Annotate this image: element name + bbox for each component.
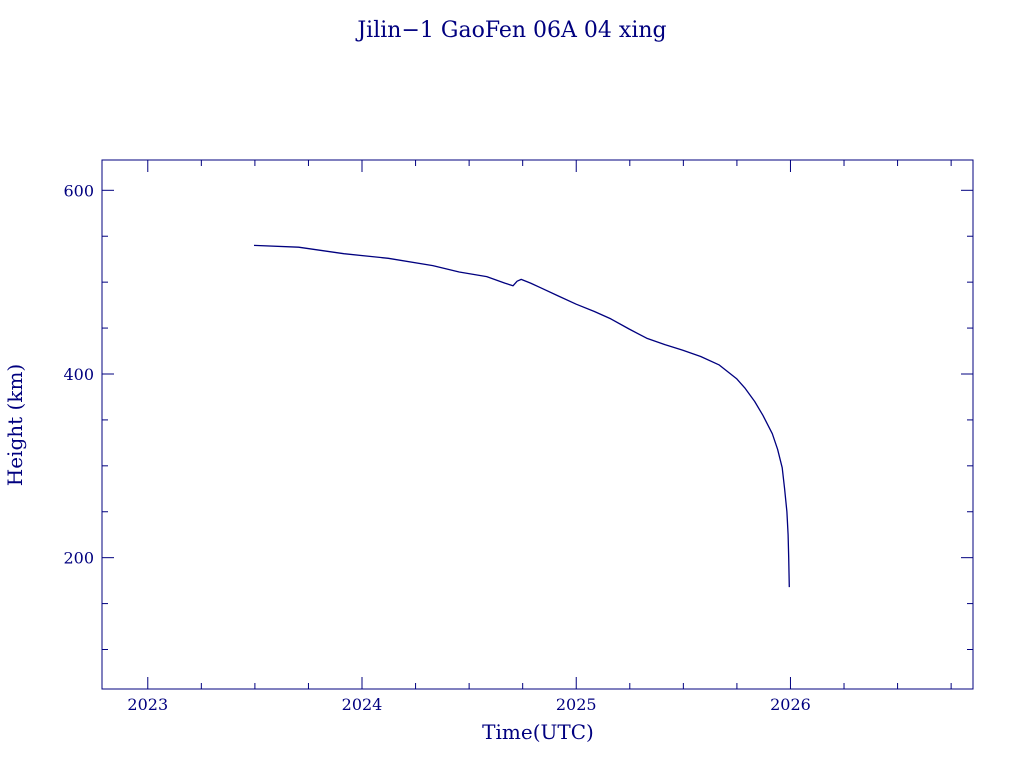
x-tick-label: 2023 xyxy=(127,695,168,714)
y-tick-label: 200 xyxy=(63,549,94,568)
x-axis-label: Time(UTC) xyxy=(482,720,594,744)
x-tick-label: 2026 xyxy=(770,695,811,714)
plot-frame xyxy=(101,159,974,690)
x-tick-label: 2024 xyxy=(342,695,383,714)
chart-title: Jilin−1 GaoFen 06A 04 xing xyxy=(355,18,666,43)
axis-ticks xyxy=(102,160,973,689)
y-axis-label: Height (km) xyxy=(3,364,27,486)
y-tick-label: 400 xyxy=(63,365,94,384)
x-tick-label: 2025 xyxy=(556,695,597,714)
y-tick-label: 600 xyxy=(63,181,94,200)
tick-labels: 2023 2024 2025 2026 200 400 600 xyxy=(63,181,810,714)
series-line xyxy=(253,244,790,588)
